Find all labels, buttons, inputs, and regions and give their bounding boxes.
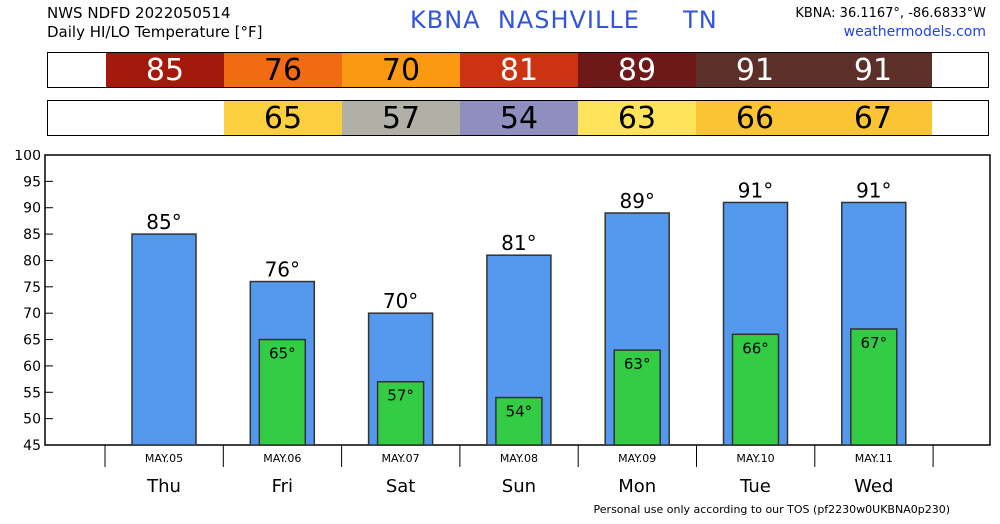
y-tick-label: 60	[23, 359, 41, 375]
y-tick-label: 80	[23, 253, 41, 269]
lo-strip-cell: 54	[460, 101, 578, 136]
y-tick-label: 70	[23, 306, 41, 322]
lo-strip-cell	[106, 101, 224, 135]
lo-strip-cell: 66	[696, 101, 814, 136]
low-temp-bar	[258, 338, 307, 446]
low-temp-bar	[731, 333, 780, 446]
day-label: Sat	[386, 476, 416, 497]
low-temp-label: 54°	[506, 403, 533, 421]
y-tick-label: 95	[23, 174, 41, 190]
coordinates-label: KBNA: 36.1167°, -86.6833°W	[795, 6, 986, 21]
product-label: Daily HI/LO Temperature [°F]	[47, 23, 263, 41]
day-label: Wed	[854, 476, 893, 497]
hi-strip-cell: 85	[106, 53, 224, 88]
high-temp-label: 70°	[383, 289, 418, 313]
low-temp-bar	[850, 328, 898, 446]
y-tick-label: 85	[23, 227, 41, 243]
date-label: MAY.06	[263, 452, 301, 465]
day-label: Fri	[272, 476, 293, 497]
low-temp-bar	[376, 380, 425, 446]
run-label: NWS NDFD 2022050514	[47, 4, 231, 22]
day-label: Tue	[739, 476, 771, 497]
low-temperature-strip: 65 57 54 63 66 67	[47, 100, 989, 136]
day-label: Thu	[146, 476, 181, 497]
y-tick-label: 55	[23, 385, 41, 401]
site-link[interactable]: weathermodels.com	[843, 24, 986, 40]
y-tick-label: 75	[23, 280, 41, 296]
date-label: MAY.09	[618, 452, 656, 465]
date-label: MAY.11	[855, 452, 893, 465]
high-temp-label: 85°	[146, 210, 181, 234]
day-label: Sun	[502, 476, 536, 497]
low-temp-label: 63°	[624, 355, 651, 373]
chart-svg: 45 50 55 60 65 70 75 80 85 90 95 100 85° MAY.05 Thu 76°…	[14, 148, 991, 497]
low-temp-label: 67°	[861, 334, 888, 352]
station-title: KBNA NASHVILLE TN	[410, 6, 718, 34]
lo-strip-cell: 57	[342, 101, 460, 136]
hi-strip-cell: 70	[342, 53, 460, 88]
y-tick-label: 45	[23, 438, 41, 454]
high-temperature-strip: 85 76 70 81 89 91 91	[47, 52, 989, 88]
high-temp-label: 91°	[738, 178, 773, 202]
date-label: MAY.08	[500, 452, 538, 465]
lo-strip-cell: 65	[224, 101, 342, 136]
day-label: Mon	[618, 476, 656, 497]
high-temp-bar	[131, 233, 197, 446]
date-label: MAY.05	[145, 452, 183, 465]
low-temp-label: 57°	[387, 387, 414, 405]
high-temp-label: 76°	[265, 258, 300, 282]
low-temp-label: 66°	[742, 339, 769, 357]
high-temp-label: 89°	[619, 189, 654, 213]
hi-strip-cell: 91	[696, 53, 814, 88]
lo-strip-cell: 63	[578, 101, 696, 136]
lo-strip-cell: 67	[814, 101, 932, 136]
temperature-chart: 45 50 55 60 65 70 75 80 85 90 95 100 85° MAY.05 Thu 76°…	[0, 148, 1000, 520]
header-info-block: KBNA: 36.1167°, -86.6833°W weathermodels…	[795, 4, 986, 42]
low-temp-bar	[495, 396, 543, 446]
date-label: MAY.10	[736, 452, 774, 465]
high-temp-label: 91°	[856, 178, 891, 202]
header-title-block: NWS NDFD 2022050514 Daily HI/LO Temperat…	[47, 4, 263, 42]
low-temp-label: 65°	[269, 345, 296, 363]
y-tick-label: 100	[14, 150, 41, 164]
hi-strip-cell: 81	[460, 53, 578, 88]
date-label: MAY.07	[382, 452, 420, 465]
y-tick-label: 65	[23, 333, 41, 349]
hi-strip-cell: 89	[578, 53, 696, 88]
footer-note: Personal use only according to our TOS (…	[593, 503, 950, 516]
low-temp-bar	[613, 349, 661, 446]
y-tick-label: 90	[23, 201, 41, 217]
high-temp-label: 81°	[501, 231, 536, 255]
y-tick-label: 50	[23, 412, 41, 428]
hi-strip-cell: 91	[814, 53, 932, 88]
hi-strip-cell: 76	[224, 53, 342, 88]
